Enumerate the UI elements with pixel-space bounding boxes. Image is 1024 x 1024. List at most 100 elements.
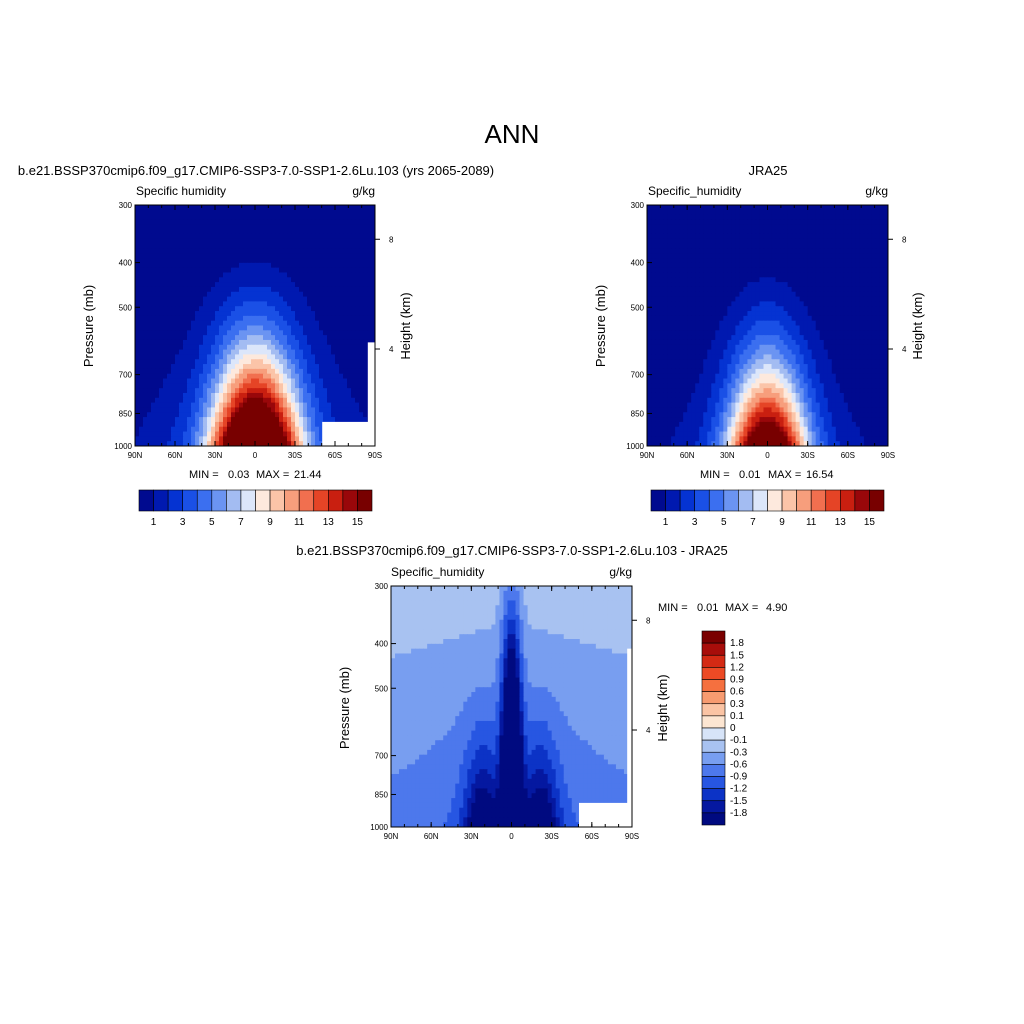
panel-model-min-label: MIN =	[189, 469, 219, 481]
colorbar-label: 9	[779, 517, 785, 528]
panel-diff-max-value: 4.90	[766, 602, 787, 614]
y-tick-label: 400	[119, 259, 133, 268]
x-tick-label: 30N	[208, 451, 223, 460]
panel-obs-colorbar: 1 3 5 7 9 11 13 15	[650, 489, 885, 528]
missing-data	[322, 421, 375, 446]
y-tick-label: 700	[631, 371, 645, 380]
colorbar-box	[701, 679, 726, 692]
y-right-tick-label: 4	[646, 726, 651, 735]
colorbar-box	[153, 489, 169, 512]
panel-obs-plot: 90N 60N 30N 0 30S 60S 90S 300 400 500 700 850 1000 8 4	[626, 201, 907, 460]
x-tick-label: 60S	[841, 451, 855, 460]
colorbar-box	[255, 489, 271, 512]
x-tick-label: 90N	[384, 832, 399, 841]
colorbar-box	[226, 489, 242, 512]
colorbar-label: 0.1	[730, 711, 744, 722]
x-tick-label: 60S	[585, 832, 599, 841]
colorbar-label: 0	[730, 723, 736, 734]
colorbar-label: 0.6	[730, 687, 744, 698]
missing-data	[627, 648, 632, 827]
panel-diff-max-label: MAX =	[725, 602, 758, 614]
colorbar-box	[650, 489, 666, 512]
y-tick-label: 1000	[114, 442, 132, 451]
colorbar-label: -1.8	[730, 808, 748, 819]
colorbar-box	[701, 642, 726, 656]
colorbar-label: 1	[663, 517, 669, 528]
colorbar-label: 5	[721, 517, 727, 528]
y-tick-label: 400	[375, 640, 389, 649]
panel-obs-units: g/kg	[865, 184, 888, 198]
colorbar-box	[196, 489, 213, 512]
colorbar-label: 5	[209, 517, 215, 528]
colorbar-box	[138, 489, 154, 512]
y-right-tick-label: 8	[902, 235, 907, 244]
panel-diff: b.e21.BSSP370cmip6.f09_g17.CMIP6-SSP3-7.…	[296, 543, 787, 841]
panel-obs: JRA25 Specific_humidity g/kg 90N 60N 30N 0 3…	[593, 163, 925, 528]
panel-model-plot: 90N 60N 30N 0 30S 60S 90S 300 400 500 700 850 1000 8 4	[114, 201, 394, 460]
panel-obs-max-label: MAX =	[768, 469, 801, 481]
panel-model-title: b.e21.BSSP370cmip6.f09_g17.CMIP6-SSP3-7.…	[18, 163, 494, 178]
colorbar-label: 1.2	[730, 662, 744, 673]
colorbar-box	[701, 739, 726, 753]
colorbar-box	[298, 489, 315, 512]
y-right-tick-label: 4	[389, 345, 394, 354]
x-tick-label: 0	[253, 451, 258, 460]
colorbar-label: 13	[835, 517, 847, 528]
colorbar-label: 11	[806, 517, 817, 528]
field-cells	[135, 205, 375, 446]
colorbar-box	[752, 489, 768, 512]
colorbar-box	[313, 489, 329, 512]
x-tick-label: 90S	[625, 832, 639, 841]
colorbar-box	[767, 489, 783, 512]
x-tick-label: 90N	[128, 451, 143, 460]
colorbar-box	[269, 489, 285, 512]
colorbar-label: 9	[267, 517, 273, 528]
panel-model-left-label: Specific humidity	[136, 184, 226, 198]
y-tick-label: 400	[631, 259, 645, 268]
colorbar-label: -1.2	[730, 784, 748, 795]
panel-model-max-value: 21.44	[294, 469, 322, 481]
panel-diff-left-label: Specific_humidity	[391, 565, 484, 579]
y-tick-label: 300	[631, 201, 645, 210]
colorbar-box	[701, 788, 726, 802]
colorbar-box	[701, 727, 726, 741]
panel-diff-ylabel: Pressure (mb)	[337, 667, 352, 749]
panel-model-units: g/kg	[352, 184, 375, 198]
colorbar-box	[357, 489, 373, 512]
panel-obs-ylabel: Pressure (mb)	[593, 285, 608, 367]
colorbar-label: -0.6	[730, 759, 748, 770]
panel-obs-min-value: 0.01	[739, 469, 760, 481]
y-tick-label: 500	[375, 684, 389, 693]
x-tick-label: 30S	[801, 451, 815, 460]
colorbar-label: 15	[864, 517, 876, 528]
colorbar-box	[701, 715, 726, 729]
colorbar-box	[781, 489, 797, 512]
colorbar-label: 11	[294, 517, 305, 528]
colorbar-label: 1	[151, 517, 157, 528]
colorbar-box	[701, 764, 726, 777]
panel-obs-title: JRA25	[748, 163, 787, 178]
x-tick-label: 60N	[680, 451, 695, 460]
field-cells	[647, 205, 888, 446]
colorbar-label: 13	[323, 517, 335, 528]
colorbar-label: -1.5	[730, 796, 748, 807]
colorbar-box	[840, 489, 856, 512]
page-title: ANN	[485, 119, 540, 149]
y-right-tick-label: 8	[389, 235, 394, 244]
colorbar-box	[328, 489, 344, 512]
colorbar-box	[810, 489, 827, 512]
colorbar-box	[240, 489, 256, 512]
y-tick-label: 850	[119, 409, 133, 418]
panel-model: b.e21.BSSP370cmip6.f09_g17.CMIP6-SSP3-7.…	[18, 163, 494, 528]
x-tick-label: 60N	[168, 451, 183, 460]
x-tick-label: 0	[509, 832, 514, 841]
colorbar-box	[679, 489, 695, 512]
y-tick-label: 1000	[370, 823, 388, 832]
colorbar-label: -0.9	[730, 772, 748, 783]
panel-diff-units: g/kg	[609, 565, 632, 579]
colorbar-box	[701, 812, 726, 826]
colorbar-box	[723, 489, 739, 512]
panel-model-ylabel-right: Height (km)	[398, 292, 413, 359]
colorbar-box	[694, 489, 710, 512]
